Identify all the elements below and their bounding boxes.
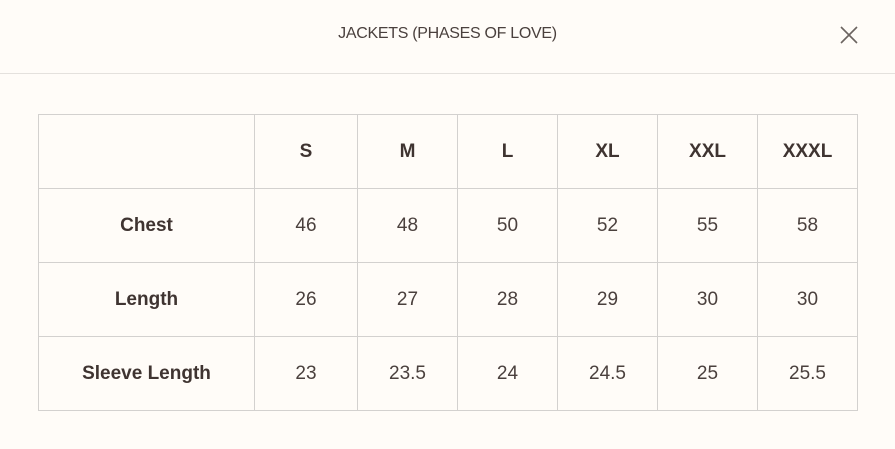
close-icon — [840, 26, 858, 44]
table-row: Sleeve Length 23 23.5 24 24.5 25 25.5 — [38, 336, 858, 411]
table-cell: 25.5 — [757, 336, 858, 411]
table-cell: 27 — [357, 262, 458, 337]
table-row: Chest 46 48 50 52 55 58 — [38, 188, 858, 263]
column-header: S — [254, 114, 358, 189]
column-header: XXL — [657, 114, 758, 189]
table-cell: 46 — [254, 188, 358, 263]
column-header — [38, 114, 255, 189]
table-cell: 28 — [457, 262, 558, 337]
modal-header: JACKETS (PHASES OF LOVE) — [0, 0, 895, 74]
column-header: L — [457, 114, 558, 189]
table-cell: 24 — [457, 336, 558, 411]
modal-title: JACKETS (PHASES OF LOVE) — [338, 25, 557, 42]
table-cell: 26 — [254, 262, 358, 337]
table-cell: 50 — [457, 188, 558, 263]
row-label: Chest — [38, 188, 255, 263]
table-cell: 30 — [757, 262, 858, 337]
table-cell: 30 — [657, 262, 758, 337]
table-cell: 52 — [557, 188, 658, 263]
column-header: XXXL — [757, 114, 858, 189]
size-chart-table: S M L XL XXL XXXL Chest 46 48 50 52 55 58 Lengt… — [38, 114, 858, 411]
table-cell: 48 — [357, 188, 458, 263]
table-cell: 58 — [757, 188, 858, 263]
table-cell: 55 — [657, 188, 758, 263]
row-label: Length — [38, 262, 255, 337]
column-header: XL — [557, 114, 658, 189]
table-cell: 29 — [557, 262, 658, 337]
table-cell: 25 — [657, 336, 758, 411]
table-cell: 23 — [254, 336, 358, 411]
table-cell: 23.5 — [357, 336, 458, 411]
close-button[interactable] — [838, 24, 860, 46]
column-header: M — [357, 114, 458, 189]
table-cell: 24.5 — [557, 336, 658, 411]
row-label: Sleeve Length — [38, 336, 255, 411]
table-header-row: S M L XL XXL XXXL — [38, 114, 858, 189]
table-row: Length 26 27 28 29 30 30 — [38, 262, 858, 337]
